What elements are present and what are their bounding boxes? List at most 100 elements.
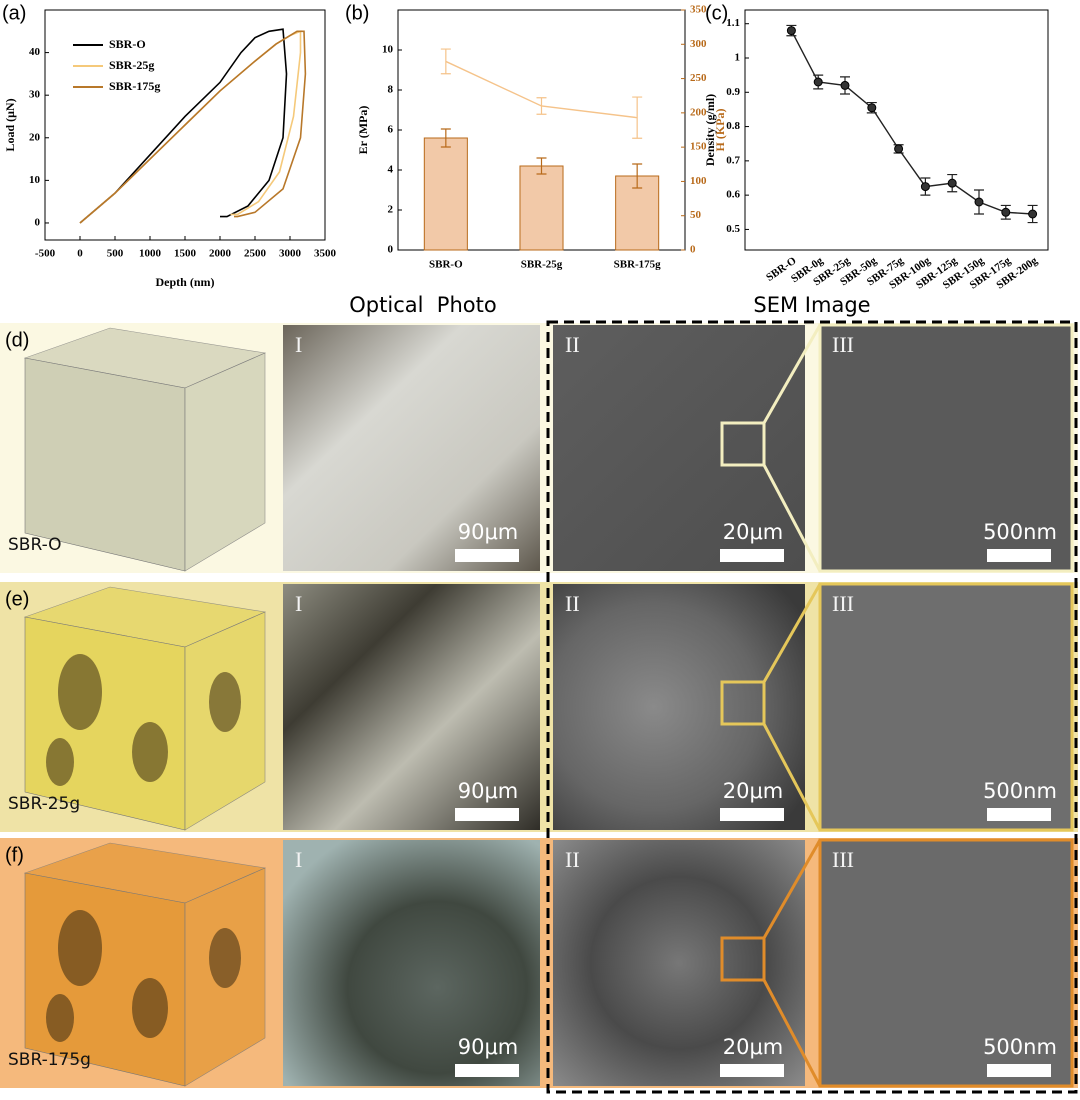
column-header: SEM Image [753,293,870,317]
y-tick-label: 0 [388,244,394,256]
data-line [79,28,288,224]
y-tick-label: 10 [29,174,41,186]
y-tick-label: 40 [29,46,41,58]
zoom-box [720,680,766,726]
scale-label: 90μm [458,520,519,544]
panel-numeral: III [832,591,854,616]
plot-frame [744,9,1049,251]
zoom-connector [762,839,822,939]
zoom-frame [818,323,1074,573]
y-tick-label: 8 [388,84,394,96]
scale-bar [720,1064,784,1077]
cube-pore [209,928,241,988]
cube-right [184,352,266,572]
sample-label: SBR-175g [8,1050,91,1070]
scale-bar [720,549,784,562]
x-axis-label: Depth (nm) [156,275,215,289]
y-tick-label: 2 [388,204,394,216]
y2-tick-label: 100 [690,175,707,187]
zoom-connector [762,583,822,683]
scale-bar [720,808,784,821]
cube-pore [58,910,102,986]
scale-label: 90μm [458,779,519,803]
y-axis-label: Density (g/ml) [703,94,717,166]
y2-tick-label: 0 [690,244,696,256]
image-panels: Optical Photo SEM Image(d)SBR-OI90μmII20μ… [0,293,1078,1094]
y2-tick-label: 350 [690,4,707,16]
micrograph [820,325,1072,571]
y2-tick-label: 300 [690,38,707,50]
x-tick-label: 0 [77,248,83,260]
y-tick-label: 10 [382,44,394,56]
data-point [867,103,877,113]
micrograph [283,584,540,830]
sem-outline [546,320,1078,1094]
panel-numeral: III [832,332,854,357]
y-tick-label: 0.7 [726,154,740,166]
panel-label: (e) [5,588,29,610]
error-bar [440,128,451,148]
data-line [790,30,1033,215]
data-point [1001,207,1011,217]
data-point [840,80,850,90]
x-tick-label: SBR-175g [614,259,662,271]
y2-tick-label: 200 [690,106,707,118]
panel-label: (d) [5,329,29,351]
legend-label: SBR-25g [109,58,154,72]
zoom-connector [762,979,822,1087]
x-tick-label: 500 [107,248,124,260]
scale-label: 20μm [723,779,784,803]
y-tick-label: 0.6 [726,189,740,201]
data-point [1028,209,1038,219]
data-point [947,178,957,188]
zoom-box [720,421,766,467]
legend-label: SBR-175g [109,79,160,93]
zoom-frame [818,582,1074,832]
cube-pore [46,994,74,1042]
error-bar [536,157,547,175]
scale-bar [987,808,1051,821]
micrograph [820,584,1072,830]
panel-label: (c) [705,2,728,24]
scale-bar [987,549,1051,562]
x-tick-label: SBR-O [429,259,463,271]
column-header: Optical Photo [349,293,496,317]
panel-label: (a) [2,2,26,24]
y-axis-label: Load (μN) [3,98,17,151]
legend-label: SBR-O [109,37,146,51]
y-tick-label: 1.1 [726,17,740,29]
data-point [920,182,930,192]
data-point [786,26,796,36]
scale-bar [987,1064,1051,1077]
scale-bar [455,549,519,562]
y-tick-label: 0.9 [726,86,740,98]
error-bar [632,163,643,189]
y2-tick-label: 150 [690,141,707,153]
x-tick-label: SBR-25g [521,259,563,271]
x-tick-label: 2000 [209,248,232,260]
y-tick-label: 6 [388,124,394,136]
zoom-connector [762,723,822,831]
x-tick-label: 2500 [244,248,267,260]
panel-numeral: III [832,847,854,872]
cube-pore [132,978,168,1038]
panel-label: (f) [5,844,24,866]
panel-numeral: II [565,591,580,616]
cube-pore [209,672,241,732]
scale-label: 500nm [983,1035,1057,1059]
zoom-box [720,936,766,982]
y-tick-label: 0.5 [726,223,740,235]
cube-pore [58,654,102,730]
zoom-connector [762,464,822,572]
micrograph [283,325,540,571]
scale-label: 500nm [983,520,1057,544]
panel-numeral: I [295,332,302,357]
data-point [813,77,823,87]
y-tick-label: 0.8 [726,120,740,132]
y2-tick-label: 50 [690,209,702,221]
y-tick-label: 1 [735,52,741,64]
zoom-connector [762,324,822,424]
bar [423,137,468,251]
scale-label: 500nm [983,779,1057,803]
